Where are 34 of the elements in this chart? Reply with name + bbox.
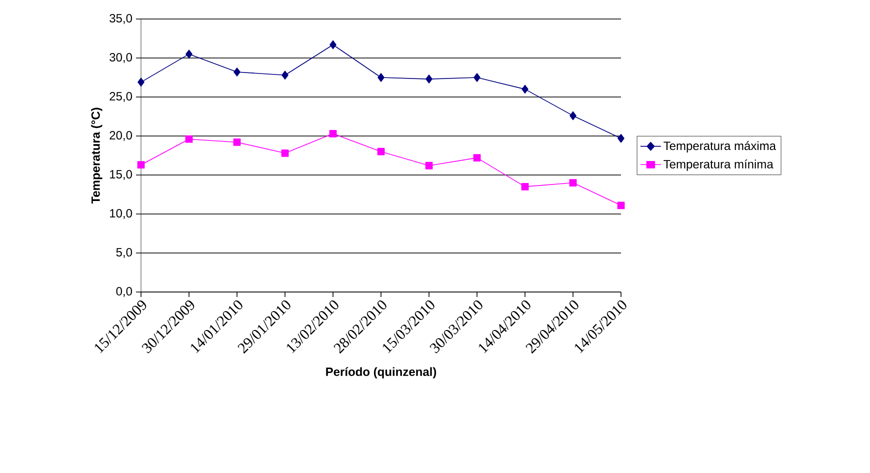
point [617, 202, 625, 210]
y-tick-label: 25,0 [110, 92, 132, 102]
y-tick-label: 0,0 [116, 287, 132, 297]
legend-label: Temperatura máxima [664, 141, 776, 152]
point [425, 162, 433, 170]
point [521, 182, 529, 190]
y-tick-label: 10,0 [110, 209, 132, 219]
point [330, 40, 336, 50]
point [377, 148, 385, 156]
point [569, 179, 577, 186]
point [618, 134, 624, 143]
y-tick-label: 15,0 [110, 170, 132, 180]
y-axis-title: Temperatura (°C) [91, 108, 102, 204]
point [185, 135, 193, 143]
point [474, 73, 480, 82]
point [234, 68, 240, 76]
legend-label: Temperatura mínima [664, 159, 774, 171]
point [378, 73, 384, 82]
y-tick-label: 5,0 [116, 248, 132, 258]
point [281, 149, 289, 157]
point [426, 74, 432, 84]
point [329, 130, 337, 138]
point [138, 78, 144, 87]
point [282, 70, 288, 80]
y-tick-label: 30,0 [110, 53, 132, 63]
point [233, 138, 241, 146]
point [137, 161, 145, 169]
y-tick-label: 35,0 [110, 14, 132, 24]
point [522, 84, 528, 94]
point [570, 111, 576, 120]
point [186, 50, 192, 58]
point [473, 154, 481, 162]
x-axis-title: Período (quinzenal) [326, 367, 436, 378]
y-tick-label: 20,0 [110, 131, 132, 141]
